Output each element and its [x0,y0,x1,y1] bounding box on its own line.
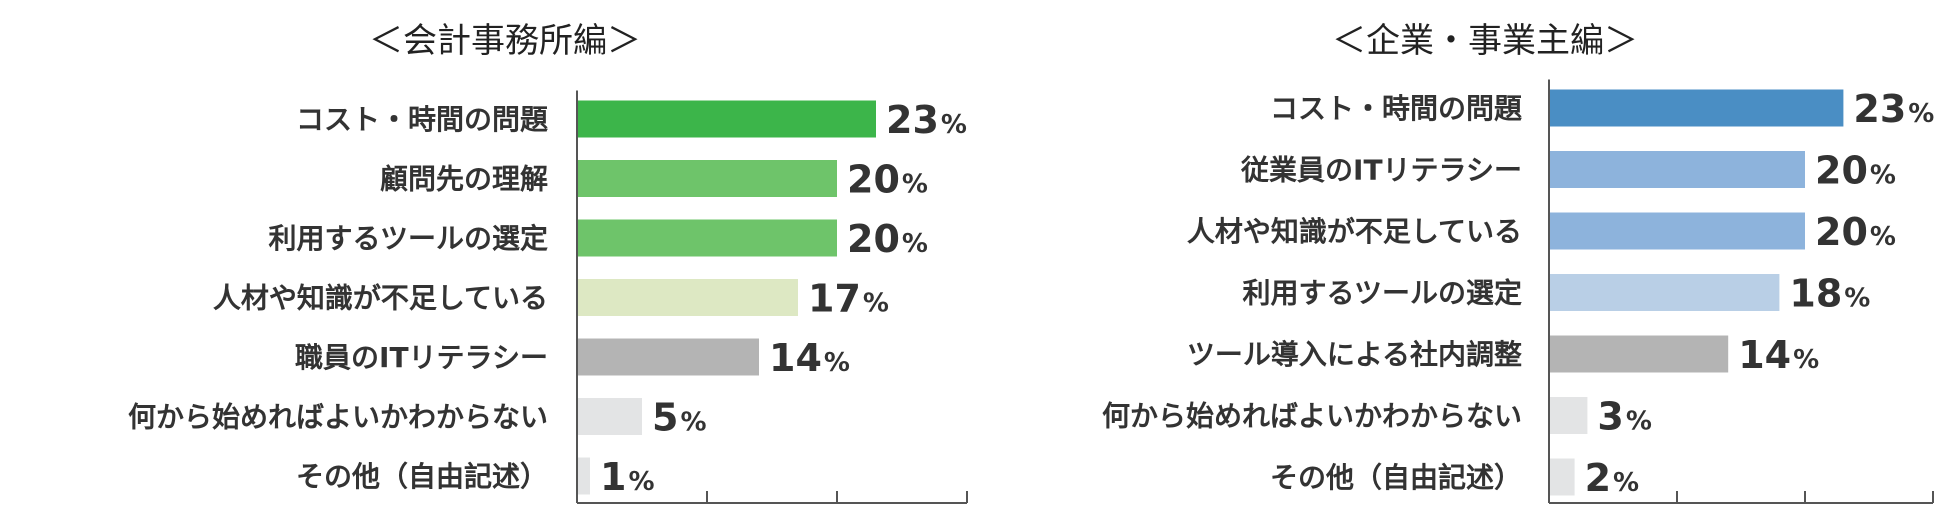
data-label: 18% [1789,272,1870,316]
bar [577,100,876,138]
data-label: 2% [1585,456,1640,500]
category-label: ツール導入による社内調整 [1187,338,1522,371]
chart-accounting-firms: ＜会計事務所編＞ コスト・時間の問題 23% 顧問先の理解 20% 利用するツールの選定 2… [128,21,968,504]
bar [577,279,798,316]
data-label: 20% [1815,210,1896,254]
bar [1549,335,1729,373]
data-label: 3% [1597,395,1652,439]
data-label: 23% [1853,87,1934,131]
bar [577,398,642,435]
bar [577,160,837,197]
data-label: 23% [886,98,967,142]
category-label: 利用するツールの選定 [269,222,548,255]
data-label: 5% [652,396,707,440]
data-label: 20% [847,217,928,261]
category-label: コスト・時間の問題 [296,103,549,136]
chart-title: ＜会計事務所編＞ [369,21,641,61]
bar [577,457,590,495]
bar [1549,274,1780,311]
category-label: コスト・時間の問題 [1270,92,1523,125]
bar [1549,397,1588,434]
bar [1549,151,1805,188]
category-label: 何から始めればよいかわからない [128,401,548,434]
category-label: 人材や知識が不足している [213,282,548,315]
category-label: その他（自由記述） [1270,461,1522,494]
data-label: 14% [769,336,850,380]
chart-companies: ＜企業・事業主編＞ コスト・時間の問題 23% 従業員のITリテラシー 20% 人材や知識… [1102,21,1934,504]
category-label: 何から始めればよいかわからない [1102,400,1522,433]
category-label: 従業員のITリテラシー [1240,154,1522,187]
category-label: 顧問先の理解 [380,163,548,196]
category-label: その他（自由記述） [296,460,548,493]
data-label: 17% [808,277,889,321]
bar [577,219,837,257]
bar [1549,458,1575,496]
data-label: 20% [847,158,928,202]
bar [1549,212,1805,250]
data-label: 1% [600,455,655,499]
category-label: 人材や知識が不足している [1187,215,1522,248]
category-label: 利用するツールの選定 [1243,277,1522,310]
data-label: 20% [1815,149,1896,193]
data-label: 14% [1738,333,1819,377]
chart-title: ＜企業・事業主編＞ [1332,21,1638,61]
bar [1549,89,1844,127]
bar [577,338,759,376]
category-label: 職員のITリテラシー [295,341,548,374]
